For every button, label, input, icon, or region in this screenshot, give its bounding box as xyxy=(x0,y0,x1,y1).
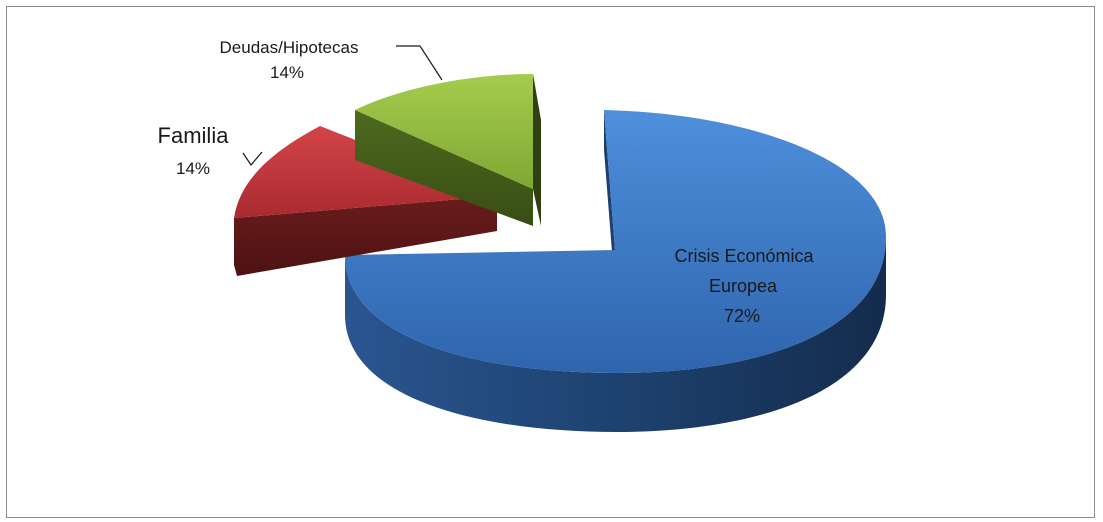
pie-slice-familia xyxy=(234,126,497,276)
data-label-familia-percent: 14% xyxy=(176,159,210,178)
leader-line-deudas-hipotecas xyxy=(396,45,443,81)
pie-slice-deudas-hipotecas-cut-face xyxy=(533,74,541,226)
data-label-crisis-economica-percent: 72% xyxy=(724,306,760,326)
data-label-deudas-hipotecas-name: Deudas/Hipotecas xyxy=(220,38,359,57)
data-label-crisis-economica-line1: Crisis Económica xyxy=(674,246,814,266)
pie-slice-crisis-economica-top xyxy=(345,110,886,373)
data-label-deudas-hipotecas-percent: 14% xyxy=(270,63,304,82)
pie-slice-deudas-hipotecas-side xyxy=(355,110,533,226)
data-label-crisis-economica-line2: Europea xyxy=(709,276,778,296)
leader-line-familia xyxy=(242,151,263,166)
pie-slice-deudas-hipotecas xyxy=(355,74,541,226)
pie-slice-deudas-hipotecas-top xyxy=(355,74,533,189)
pie-slice-crisis-economica xyxy=(345,110,886,432)
pie-slice-familia-side xyxy=(234,196,497,276)
pie-slice-familia-top xyxy=(234,126,497,218)
data-label-familia-name: Familia xyxy=(158,123,230,148)
pie-slice-crisis-economica-cut-face xyxy=(604,110,615,290)
pie-slice-crisis-economica-side xyxy=(345,236,886,432)
